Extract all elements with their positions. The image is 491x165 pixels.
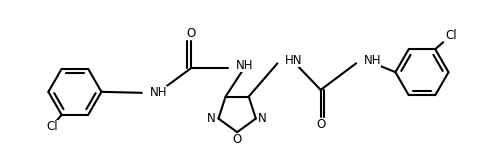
Text: N: N — [207, 112, 216, 125]
Text: NH: NH — [150, 86, 167, 99]
Text: Cl: Cl — [445, 29, 457, 42]
Text: O: O — [186, 27, 195, 40]
Text: O: O — [233, 132, 242, 146]
Text: NH: NH — [364, 54, 382, 67]
Text: HN: HN — [285, 54, 303, 67]
Text: N: N — [258, 112, 267, 125]
Text: Cl: Cl — [46, 120, 57, 133]
Text: NH: NH — [236, 59, 254, 72]
Text: O: O — [316, 118, 326, 131]
